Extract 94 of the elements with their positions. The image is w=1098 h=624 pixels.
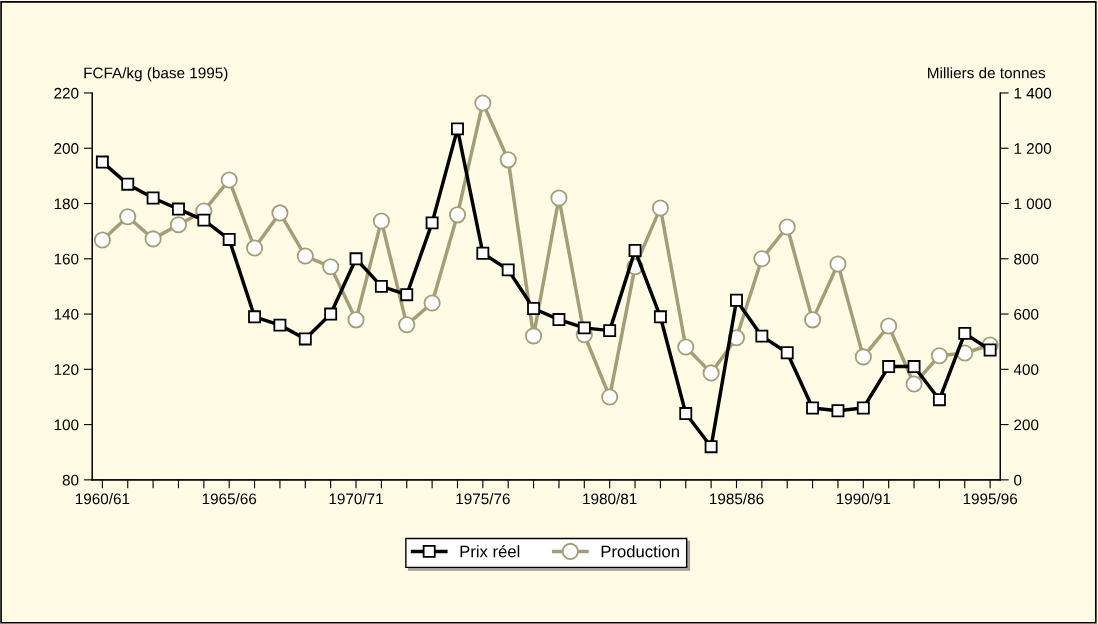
point	[880, 317, 898, 335]
point	[398, 316, 416, 334]
point	[601, 388, 619, 406]
point	[451, 122, 464, 136]
point	[349, 252, 363, 266]
point	[804, 311, 822, 329]
point	[755, 329, 769, 343]
point	[448, 206, 467, 224]
point	[169, 216, 188, 234]
point	[653, 310, 667, 324]
point	[501, 263, 515, 277]
point	[324, 307, 338, 321]
point	[499, 151, 517, 169]
x-tick-label: 1960/61	[75, 493, 130, 505]
y-tick-label: 160	[54, 253, 79, 265]
point	[246, 239, 264, 257]
x-tick-label: 1980/81	[583, 493, 637, 505]
x-tick-label: 1990/91	[836, 493, 891, 505]
point	[958, 326, 972, 340]
point	[400, 288, 414, 302]
point	[93, 231, 111, 249]
point	[95, 155, 109, 169]
point	[197, 213, 211, 227]
point	[374, 279, 388, 293]
x-tick-label: 1995/96	[963, 493, 1018, 505]
point	[628, 244, 642, 257]
point	[144, 230, 162, 248]
point	[829, 255, 847, 273]
y2-axis-title: Milliers de tonnes	[928, 67, 1046, 79]
point	[121, 177, 135, 191]
point	[780, 346, 794, 360]
point	[273, 318, 287, 332]
point	[172, 202, 185, 216]
point	[474, 94, 492, 112]
legend-label: Production	[601, 545, 679, 558]
point	[753, 250, 771, 268]
point	[476, 246, 490, 260]
point	[831, 404, 845, 418]
y-tick-label: 120	[54, 364, 79, 376]
point	[905, 375, 923, 393]
point	[854, 348, 872, 366]
point	[222, 232, 236, 246]
point	[679, 407, 693, 420]
point	[146, 191, 160, 205]
y2-tick-label: 800	[1014, 253, 1039, 265]
y-tick-label: 200	[54, 143, 79, 154]
point	[372, 212, 390, 230]
point	[983, 343, 997, 357]
y2-tick-label: 0	[1014, 474, 1022, 486]
legend-label: Prix réel	[460, 544, 520, 558]
point	[730, 293, 743, 307]
point	[347, 311, 365, 329]
x-tick-label: 1970/71	[329, 493, 383, 505]
y-tick-label: 180	[54, 198, 79, 210]
y2-tick-label: 1 400	[1014, 87, 1052, 99]
point	[882, 360, 896, 374]
x-tick-label: 1975/76	[456, 493, 510, 505]
point	[603, 324, 617, 338]
y-tick-label: 80	[62, 474, 79, 486]
point	[704, 440, 718, 454]
point	[552, 313, 566, 327]
x-tick-label: 1965/66	[202, 493, 257, 505]
x-tick-label: 1985/86	[710, 493, 764, 505]
point	[322, 258, 340, 276]
point	[577, 321, 591, 335]
point	[248, 310, 262, 324]
point	[702, 364, 720, 382]
point	[856, 401, 870, 415]
point	[220, 171, 238, 189]
point	[930, 347, 948, 365]
point	[296, 247, 314, 265]
point	[806, 401, 820, 415]
point	[550, 189, 568, 207]
y2-tick-label: 400	[1013, 364, 1039, 376]
point	[932, 393, 946, 407]
y2-tick-label: 200	[1014, 419, 1039, 431]
point	[527, 302, 541, 315]
point	[677, 338, 695, 356]
point	[651, 199, 669, 217]
point	[778, 218, 796, 236]
y2-tick-label: 600	[1014, 308, 1039, 320]
point	[907, 360, 921, 374]
y-tick-label: 100	[54, 419, 79, 431]
point	[119, 208, 137, 226]
y2-tick-label: 1 200	[1014, 143, 1052, 154]
point	[423, 294, 441, 312]
y-tick-label: 220	[54, 87, 79, 99]
y2-tick-label: 1 000	[1014, 198, 1052, 210]
point	[525, 327, 543, 345]
point	[271, 204, 289, 222]
point	[425, 216, 439, 230]
y-axis-title: FCFA/kg (base 1995)	[84, 67, 228, 82]
y-tick-label: 140	[54, 308, 79, 320]
point	[298, 332, 312, 346]
